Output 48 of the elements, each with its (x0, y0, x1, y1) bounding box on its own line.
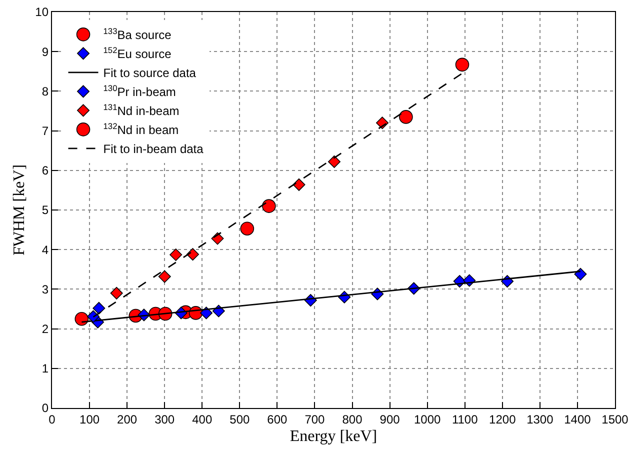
y-tick-label: 8 (42, 84, 49, 98)
x-tick-label: 1000 (414, 412, 441, 426)
point (240, 222, 254, 236)
legend-label: $^{152}$Eu source (103, 45, 172, 62)
point (74, 312, 89, 326)
x-tick-label: 1100 (452, 412, 478, 426)
y-tick-label: 4 (42, 242, 49, 257)
y-axis-title: FWHM [keV] (11, 164, 28, 256)
x-tick-label: 400 (192, 412, 212, 426)
x-tick-label: 900 (380, 412, 400, 426)
y-tick-label: 2 (42, 322, 49, 336)
x-tick-label: 1300 (526, 412, 554, 426)
point (186, 248, 199, 261)
point (328, 155, 340, 168)
x-tick-label: 100 (80, 412, 100, 426)
y-tick-label: 10 (35, 5, 49, 20)
x-tick-label: 1200 (489, 412, 516, 426)
point (110, 286, 123, 300)
x-tick-label: 300 (154, 412, 175, 426)
x-tick-label: 1500 (602, 412, 629, 426)
point (158, 270, 171, 283)
y-tick-label: 3 (42, 282, 49, 296)
point (455, 58, 470, 72)
point (262, 199, 276, 213)
point (574, 268, 587, 280)
x-tick-label: 600 (267, 412, 288, 426)
x-tick-label: 700 (304, 412, 326, 426)
y-tick-label: 0 (42, 401, 49, 416)
x-tick-label: 500 (230, 412, 250, 426)
x-axis-title: Energy [keV] (290, 428, 378, 446)
y-tick-label: 1 (42, 362, 49, 376)
legend-label: Fit to source data (103, 66, 196, 80)
x-tick-label: 800 (342, 412, 363, 426)
legend-label: $^{133}$Ba source (103, 26, 172, 42)
legend-label: Fit to in-beam data (103, 142, 204, 156)
legend-label: $^{132}$Nd in beam (103, 121, 179, 138)
x-tick-label: 200 (117, 412, 138, 426)
x-tick-label: 1400 (564, 412, 592, 426)
point (399, 110, 413, 124)
legend-label: $^{131}$Nd in-beam (103, 102, 180, 118)
point (92, 302, 106, 314)
point (292, 178, 306, 191)
point (170, 248, 182, 261)
y-tick-label: 9 (42, 44, 49, 59)
y-tick-label: 5 (42, 203, 49, 218)
legend-label: $^{130}$Pr in-beam (103, 83, 176, 100)
y-tick-label: 7 (42, 124, 49, 138)
y-tick-label: 6 (42, 164, 49, 178)
